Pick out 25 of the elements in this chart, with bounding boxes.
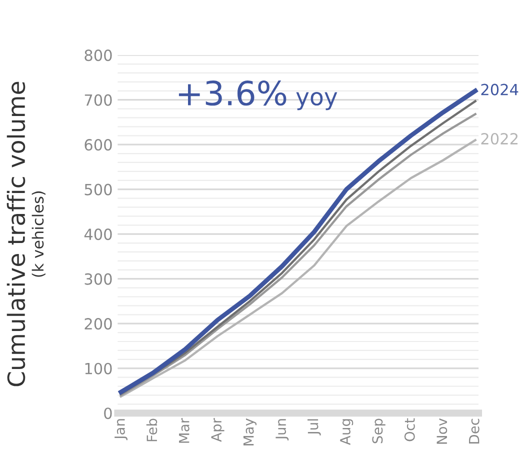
x-tick-label: Mar (179, 418, 190, 443)
series-label: 2024 (481, 84, 518, 96)
x-tick-label: Aug (340, 419, 354, 445)
x-tick-label: Jul (308, 419, 321, 436)
y-tick-label: 700 (84, 94, 112, 106)
y-tick-label: 600 (84, 139, 112, 151)
y-tick-label: 400 (84, 228, 112, 240)
annotation: +3.6% yoy (178, 80, 338, 110)
y-tick-label: 800 (84, 50, 112, 62)
y-tick-label: 300 (84, 273, 112, 285)
series-label: 2022 (481, 132, 518, 145)
x-tick-label: Dec (469, 418, 480, 444)
y-tick-label: 200 (84, 318, 112, 330)
x-tick-label: Apr (211, 418, 224, 442)
x-tick-label: Oct (404, 418, 415, 442)
x-tick-label: Nov (436, 418, 448, 444)
x-tick-label: Sep (372, 418, 386, 444)
x-tick-label: May (243, 418, 256, 446)
y-tick-label: 500 (84, 184, 112, 196)
x-tick-label: Jun (276, 419, 289, 440)
x-tick-label: Feb (146, 418, 158, 442)
x-tick-label: Jan (114, 419, 128, 440)
y-axis-title: Cumulative traffic volume (k vehicles) (6, 82, 46, 386)
y-tick-label: 100 (85, 362, 112, 374)
y-tick-label: 0 (104, 408, 112, 420)
